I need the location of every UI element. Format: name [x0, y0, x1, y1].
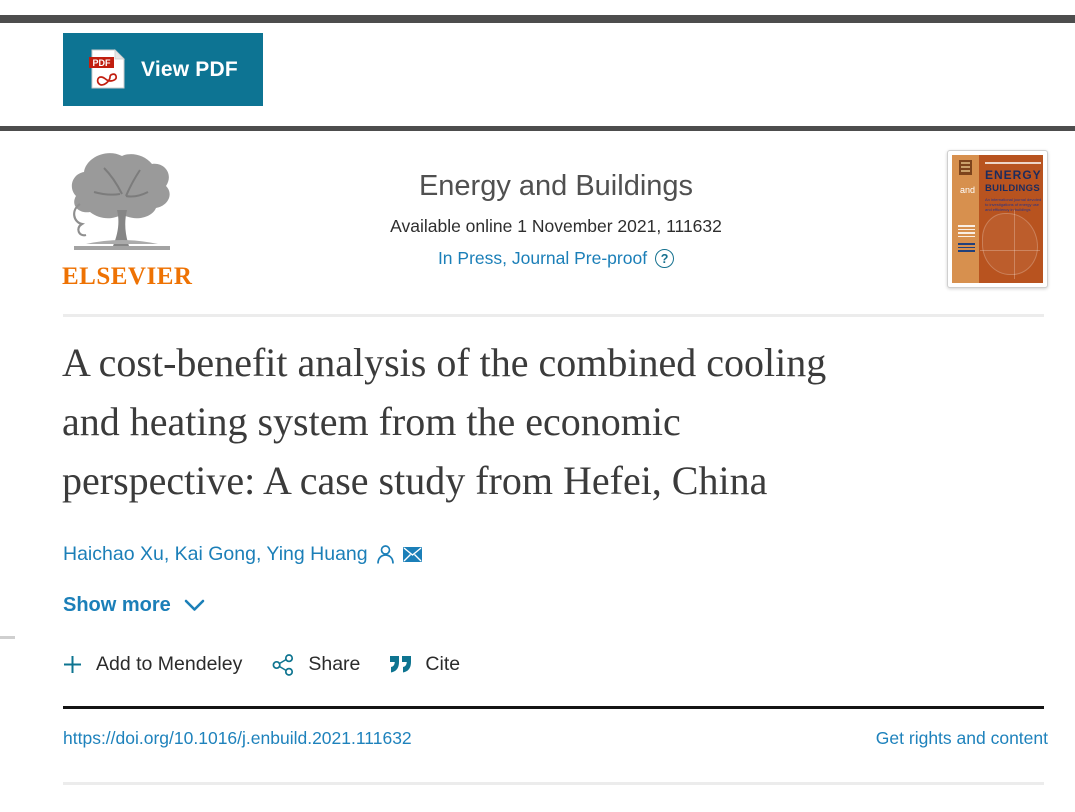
elsevier-tree-icon	[71, 153, 170, 250]
header-bottom-divider	[63, 314, 1044, 317]
status-link[interactable]: In Press, Journal Pre-proof	[437, 248, 648, 268]
cover-left-strip	[952, 155, 979, 283]
chevron-down-icon	[184, 599, 205, 611]
cover-editors-text-block	[958, 225, 975, 239]
rights-link[interactable]: Get rights and content	[875, 728, 1048, 748]
view-pdf-label: View PDF	[141, 57, 238, 81]
cite-button[interactable]: Cite	[390, 653, 460, 676]
show-more-button[interactable]: Show more	[63, 594, 205, 617]
bottom-divider	[63, 782, 1044, 785]
article-title-line: A cost-benefit analysis of the combined …	[62, 340, 827, 385]
doi-link[interactable]: https://doi.org/10.1016/j.enbuild.2021.1…	[63, 728, 412, 748]
author-names[interactable]: Haichao Xu, Kai Gong, Ying Huang	[63, 543, 368, 565]
view-pdf-button[interactable]: PDF View PDF	[63, 33, 263, 106]
doi-top-divider	[63, 706, 1044, 709]
share-icon	[272, 653, 294, 676]
status-row: In Press, Journal Pre-proof ?	[200, 248, 912, 269]
action-toolbar: Add to Mendeley Share Cite	[63, 653, 460, 676]
show-more-label: Show more	[63, 594, 171, 616]
availability-text: Available online 1 November 2021, 111632	[390, 216, 722, 236]
cover-editors-text-block-2	[958, 243, 975, 254]
envelope-icon[interactable]	[402, 547, 422, 562]
share-button[interactable]: Share	[272, 653, 360, 676]
pdf-file-icon: PDF	[89, 49, 125, 89]
cover-tagline: An international journal devoted to inve…	[985, 197, 1042, 212]
journal-cover-thumbnail[interactable]: ENERGY and BUILDINGS An international jo…	[947, 150, 1048, 288]
cover-elsevier-mini-logo	[959, 160, 972, 175]
plus-icon	[64, 656, 81, 673]
cover-title-energy: ENERGY	[985, 168, 1042, 182]
cover-title-buildings: BUILDINGS	[985, 183, 1040, 194]
svg-text:PDF: PDF	[93, 58, 112, 68]
elsevier-wordmark: ELSEVIER	[62, 263, 193, 290]
journal-cover-art: ENERGY and BUILDINGS An international jo…	[952, 155, 1043, 283]
article-title: A cost-benefit analysis of the combined …	[62, 333, 1022, 510]
cover-volume-bar	[985, 162, 1041, 164]
add-to-mendeley-button[interactable]: Add to Mendeley	[63, 653, 242, 676]
person-icon[interactable]	[375, 544, 396, 565]
left-edge-artifact	[0, 636, 15, 639]
journal-title-link[interactable]: Energy and Buildings	[418, 170, 694, 202]
cite-label: Cite	[425, 653, 461, 675]
add-to-mendeley-label: Add to Mendeley	[96, 653, 243, 675]
elsevier-logo[interactable]: ELSEVIER	[62, 148, 193, 291]
cover-title-and: and	[960, 185, 976, 195]
article-title-line: and heating system from the economic	[62, 399, 681, 444]
article-title-line: perspective: A case study from Hefei, Ch…	[62, 458, 768, 503]
doi-row: https://doi.org/10.1016/j.enbuild.2021.1…	[63, 728, 1048, 749]
share-label: Share	[308, 653, 361, 675]
question-circle-icon[interactable]: ?	[655, 249, 675, 268]
header-divider-bar	[0, 126, 1075, 131]
cover-map-region	[982, 213, 1038, 275]
author-row: Haichao Xu, Kai Gong, Ying Huang	[63, 543, 422, 566]
top-divider-bar	[0, 15, 1075, 23]
cite-quote-icon	[390, 656, 412, 673]
